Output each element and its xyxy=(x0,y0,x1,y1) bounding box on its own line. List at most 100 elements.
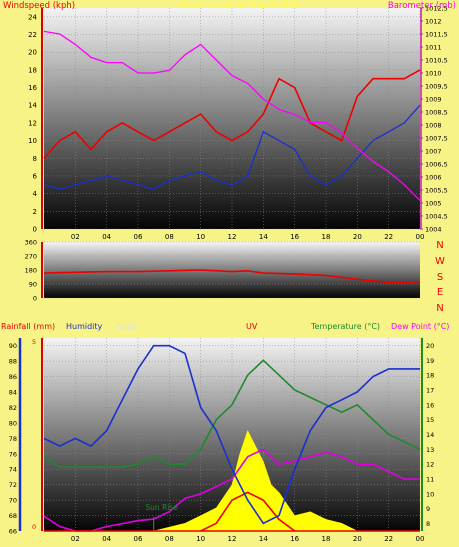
rain-tick-label: 5 xyxy=(32,338,36,346)
multi-xtick-label: 02 xyxy=(71,535,80,543)
multi-xtick-label: 08 xyxy=(165,535,174,543)
temp-ytick-label: 13 xyxy=(426,446,434,454)
temp-ytick-label: 10 xyxy=(426,490,434,498)
multi-xtick-label: 14 xyxy=(259,535,268,543)
sunrise-label: Sun Rise xyxy=(145,503,178,512)
wind-ytick-label: 14 xyxy=(28,102,37,110)
legend-label: Temperature (°C) xyxy=(310,322,380,331)
baro-ytick-label: 1007,5 xyxy=(425,135,448,143)
wind-ytick-label: 12 xyxy=(28,119,37,127)
temp-ytick-label: 8 xyxy=(426,520,430,528)
humidity-ytick-label: 86 xyxy=(9,373,17,381)
series-solar-area xyxy=(153,429,358,532)
series-average-line xyxy=(43,104,421,190)
compass-label: E xyxy=(437,287,443,298)
wind-xtick-label: 02 xyxy=(71,233,80,241)
wind-ytick-label: 16 xyxy=(28,84,37,92)
baro-ytick-label: 1006,5 xyxy=(425,161,448,169)
dir-ytick-label: 360 xyxy=(25,239,37,247)
humidity-ytick-label: 76 xyxy=(9,450,17,458)
multi-xtick-label: 16 xyxy=(290,535,299,543)
temp-ytick-label: 9 xyxy=(426,505,430,513)
multi-xtick-label: 06 xyxy=(134,535,143,543)
multi-xtick-label: 22 xyxy=(384,535,393,543)
humidity-ytick-label: 82 xyxy=(9,404,17,412)
humidity-ytick-label: 78 xyxy=(9,435,17,443)
humidity-ytick-label: 74 xyxy=(9,466,17,474)
baro-ytick-label: 1010,5 xyxy=(425,57,448,65)
baro-ytick-label: 1005,5 xyxy=(425,187,448,195)
baro-ytick-label: 1004,5 xyxy=(425,213,448,221)
temp-ytick-label: 12 xyxy=(426,461,434,469)
series-gust-line xyxy=(43,69,421,159)
baro-ytick-label: 1008,5 xyxy=(425,109,448,117)
temp-ytick-label: 18 xyxy=(426,372,434,380)
multi-xtick-label: 04 xyxy=(102,535,111,543)
legend-label: Rainfall (mm) xyxy=(1,322,55,331)
temp-ytick-label: 17 xyxy=(426,386,434,394)
baro-right-axis-title: Barometer (mb) xyxy=(388,1,456,11)
compass-label: W xyxy=(435,256,445,267)
humidity-ytick-label: 90 xyxy=(9,342,17,350)
dir-ytick-label: 270 xyxy=(25,253,37,261)
baro-ytick-label: 1009 xyxy=(425,96,442,104)
rain-tick-label: 0 xyxy=(32,523,36,531)
legend-label: UV xyxy=(246,322,258,331)
humidity-ytick-label: 68 xyxy=(9,512,17,520)
humidity-ytick-label: 70 xyxy=(9,497,17,505)
wind-ytick-label: 2 xyxy=(33,208,37,216)
humidity-ytick-label: 84 xyxy=(9,389,17,397)
humidity-ytick-label: 80 xyxy=(9,419,17,427)
temp-ytick-label: 20 xyxy=(426,342,434,350)
wind-xtick-label: 04 xyxy=(102,233,111,241)
wind-xtick-label: 20 xyxy=(353,233,362,241)
humidity-ytick-label: 66 xyxy=(9,528,17,536)
wind-left-axis-title: Windspeed (kph) xyxy=(3,1,75,11)
wind-xtick-label: 22 xyxy=(384,233,393,241)
wind-xtick-label: 12 xyxy=(228,233,237,241)
baro-ytick-label: 1011,5 xyxy=(425,31,448,39)
wind-xtick-label: 16 xyxy=(290,233,299,241)
multi-xtick-label: 20 xyxy=(353,535,362,543)
baro-ytick-label: 1011 xyxy=(425,44,442,52)
baro-ytick-label: 1008 xyxy=(425,122,442,130)
series-uv-line xyxy=(200,491,296,532)
wind-xtick-label: 10 xyxy=(196,233,205,241)
compass-label: S xyxy=(437,272,443,283)
wind-xtick-label: 00 xyxy=(416,233,425,241)
wind-xtick-label: 14 xyxy=(259,233,268,241)
baro-ytick-label: 1009,5 xyxy=(425,83,448,91)
wind-xtick-label: 18 xyxy=(322,233,331,241)
series-barometer-line xyxy=(43,30,421,201)
compass-label: N xyxy=(436,240,443,251)
temp-ytick-label: 15 xyxy=(426,416,434,424)
temp-ytick-label: 14 xyxy=(426,431,434,439)
dir-ytick-label: 0 xyxy=(33,295,37,303)
temp-ytick-label: 19 xyxy=(426,357,434,365)
wind-ytick-label: 4 xyxy=(33,190,38,198)
wind-ytick-label: 0 xyxy=(33,226,37,234)
baro-ytick-label: 1004 xyxy=(425,226,442,234)
baro-ytick-label: 1005 xyxy=(425,200,442,208)
wind-ytick-label: 18 xyxy=(28,66,37,74)
series-humidity-line xyxy=(43,344,420,525)
baro-ytick-label: 1012,5 xyxy=(425,5,448,13)
baro-ytick-label: 1007 xyxy=(425,148,442,156)
humidity-ytick-label: 72 xyxy=(9,481,17,489)
wind-chart-title: 24 hour graph for 18 April 2008 xyxy=(178,1,297,10)
compass-label: N xyxy=(436,303,443,314)
baro-ytick-label: 1006 xyxy=(425,174,442,182)
series-temperature-line xyxy=(43,359,421,469)
humidity-ytick-label: 88 xyxy=(9,358,17,366)
baro-ytick-label: 1012 xyxy=(425,18,442,26)
multi-xtick-label: 12 xyxy=(228,535,237,543)
multi-xtick-label: 10 xyxy=(196,535,205,543)
multi-xtick-label: 00 xyxy=(416,535,425,543)
multi-xtick-label: 18 xyxy=(322,535,331,543)
wind-xtick-label: 06 xyxy=(134,233,143,241)
wind-ytick-label: 24 xyxy=(28,13,37,21)
wind-ytick-label: 6 xyxy=(33,172,38,180)
wind-ytick-label: 10 xyxy=(28,137,37,145)
